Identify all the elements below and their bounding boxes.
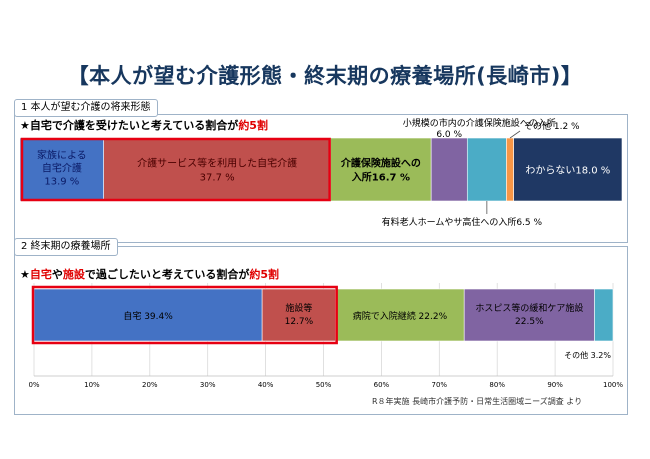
bar2-tick-label-0: 0% bbox=[28, 381, 39, 389]
section2-headline-mid: や bbox=[51, 268, 63, 281]
bar1-segment-2 bbox=[330, 137, 432, 202]
bar1-label-4: 有料老人ホームやサ高住への入所6.5 % bbox=[382, 216, 543, 228]
bar2-tick-label-4: 40% bbox=[258, 381, 274, 389]
bar1-label-6: わからない18.0 % bbox=[525, 165, 610, 177]
bar1-segment-3 bbox=[430, 137, 468, 202]
source-note: R８年実施 長崎市介護予防・日常生活圏域ニーズ調査 より bbox=[372, 397, 583, 406]
bar2-tick-label-8: 80% bbox=[489, 381, 505, 389]
bar2-tick-label-6: 60% bbox=[374, 381, 390, 389]
bar1-segment-5 bbox=[506, 137, 514, 202]
bar1-label-1a: 介護サービス等を利用した自宅介護 bbox=[137, 157, 297, 170]
section2-headline-highlight: 約5割 bbox=[249, 268, 279, 281]
bar2-segment-4 bbox=[594, 288, 614, 342]
bar2-label-3a: ホスピス等の緩和ケア施設 bbox=[475, 302, 583, 314]
bar1-label-1b: 37.7 % bbox=[200, 173, 235, 184]
section2-tab: 2 終末期の療養場所 bbox=[14, 238, 118, 256]
bar2-tick-label-2: 20% bbox=[142, 381, 158, 389]
section2-headline: ★自宅や施設で過ごしたいと考えている割合が約5割 bbox=[20, 266, 279, 282]
section1-tab: 1 本人が望む介護の将来形態 bbox=[14, 99, 158, 117]
bar2-segment-0 bbox=[33, 288, 263, 342]
bar2-tick-label-10: 100% bbox=[603, 381, 623, 389]
bar2-tick-label-3: 30% bbox=[200, 381, 216, 389]
bar1-label-3a: 小規模の市内の介護保険施設への入所 bbox=[403, 117, 556, 129]
page-title: 【本人が望む介護形態・終末期の療養場所(長崎市)】 bbox=[67, 64, 583, 88]
section1-headline: ★自宅で介護を受けたいと考えている割合が約5割 bbox=[20, 117, 268, 133]
bar2-highlight-frame bbox=[31, 285, 338, 345]
section2-headline-suffix: で過ごしたいと考えている割合が bbox=[84, 268, 250, 281]
bar1-label-0b: 自宅介護 bbox=[42, 162, 82, 175]
section1-headline-text: ★自宅で介護を受けたいと考えている割合が bbox=[20, 119, 239, 132]
bar1-label-2a: 介護保険施設への bbox=[340, 157, 421, 170]
bar1-label-2b: 入所16.7 % bbox=[352, 171, 410, 184]
bar2-label-1b: 12.7% bbox=[285, 317, 314, 327]
bar2-label-4: その他 3.2% bbox=[564, 350, 611, 360]
bar2-tick-label-9: 90% bbox=[547, 381, 563, 389]
section1-headline-highlight: 約5割 bbox=[238, 119, 268, 132]
bar1-label-0a: 家族による bbox=[37, 149, 87, 162]
bar1-segment-6 bbox=[513, 137, 623, 202]
section2-headline-hl2: 施設 bbox=[62, 268, 85, 281]
bar1-label-5: その他 1.2 % bbox=[524, 120, 580, 132]
bar2-label-2: 病院で入院継続 22.2% bbox=[353, 310, 448, 322]
bar2-tick-label-7: 70% bbox=[432, 381, 448, 389]
bar2-tick-label-5: 50% bbox=[316, 381, 332, 389]
bar1-highlight-frame bbox=[20, 137, 331, 202]
bar1-segment-4 bbox=[466, 137, 507, 202]
bar2-label-0: 自宅 39.4% bbox=[123, 310, 173, 322]
bar1-segment-1 bbox=[103, 137, 331, 202]
bar1-segment-0 bbox=[19, 137, 104, 202]
bar2-segment-2 bbox=[335, 288, 465, 342]
bar2-segment-1 bbox=[261, 288, 336, 342]
bar2-tick-label-1: 10% bbox=[84, 381, 100, 389]
section2-headline-star: ★ bbox=[20, 268, 30, 281]
bar2-segment-3 bbox=[463, 288, 595, 342]
section2-headline-hl1: 自宅 bbox=[29, 268, 52, 281]
bar2-label-1a: 施設等 bbox=[285, 302, 312, 314]
bar1-label-0c: 13.9 % bbox=[44, 177, 79, 188]
bar1-label-3b: 6.0 % bbox=[436, 130, 462, 140]
bar1-leader-5 bbox=[509, 130, 521, 139]
bar2-label-3b: 22.5% bbox=[515, 317, 544, 327]
